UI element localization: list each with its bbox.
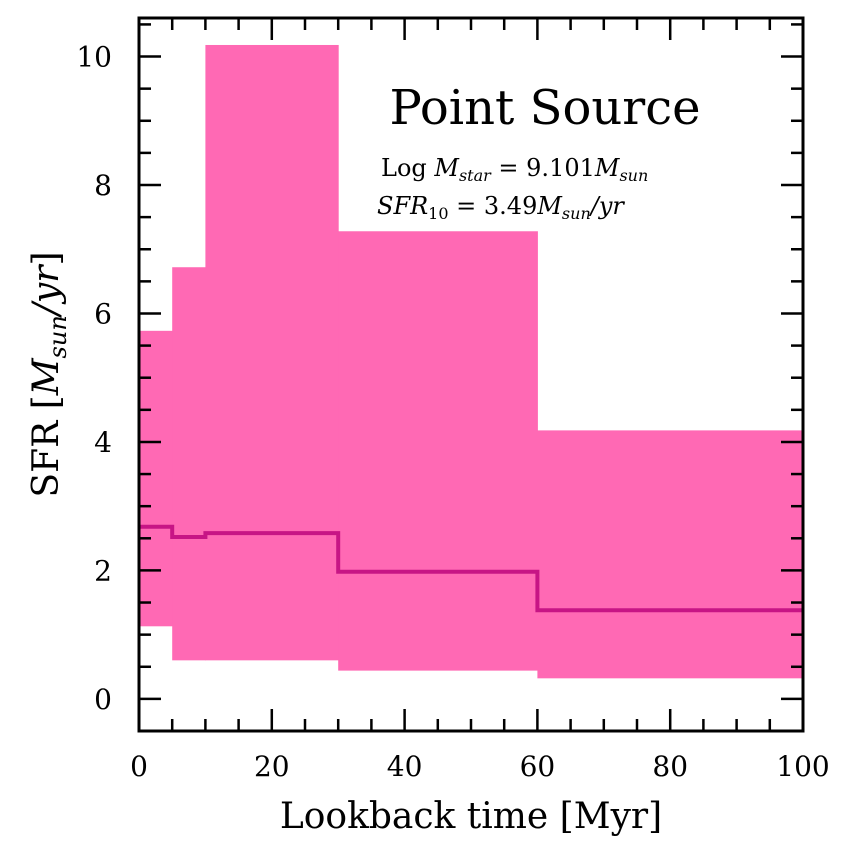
y-axis-label-part: M [26,357,67,396]
y-tick-label: 4 [94,426,112,459]
mass-subscript: star [459,166,492,185]
uncertainty-band-0 [139,330,173,627]
mass-symbol: M [433,154,460,182]
x-axis-label: Lookback time [Myr] [280,796,662,837]
y-tick-label: 6 [94,297,112,330]
mass-annotation: Log Mstar = 9.101Msun [381,154,648,185]
y-tick-label: 2 [94,554,112,587]
x-tick-label: 100 [776,750,829,783]
plot-frame [137,16,805,733]
plot-area [139,44,804,679]
median-sfr-line [139,524,803,613]
uncertainty-band-3 [338,231,538,671]
y-axis-label-part: /yr [26,264,67,318]
sfr-symbol: SFR [377,192,428,220]
uncertainty-band-1 [172,267,206,661]
sfr-unit-tail: /yr [589,192,626,220]
mass-value: = 9.101 [491,154,595,182]
y-axis-label: SFR [Msun/yr] [26,251,72,497]
sfr-unit-subscript: sun [562,204,591,223]
y-axis-label-part: sun [44,315,72,358]
mass-prefix: Log [381,154,434,182]
sfr-subscript: 10 [428,204,448,223]
y-tick-label: 0 [94,683,112,716]
x-tick-label: 80 [652,750,688,783]
mass-unit-subscript: sun [619,166,648,185]
uncertainty-band-4 [537,430,804,679]
y-tick-label: 10 [76,41,112,74]
axis-ticks [137,18,805,733]
uncertainty-band-2 [205,44,339,661]
x-tick-label: 40 [387,750,423,783]
sfr-value: = 3.49 [449,192,538,220]
y-axis-label-part: ] [26,251,67,265]
sfr-annotation: SFR10 = 3.49Msun/yr [377,192,625,223]
chart-title: Point Source [390,80,701,136]
mass-unit-symbol: M [594,154,621,182]
x-tick-label: 0 [130,750,148,783]
x-tick-label: 20 [254,750,290,783]
tick-labels: 0 20 40 60 80 100 0 2 4 6 8 10 [76,41,829,783]
x-tick-label: 60 [520,750,556,783]
y-axis-label-part: SFR [ [26,395,67,497]
y-tick-label: 8 [94,169,112,202]
sfr-unit-symbol: M [536,192,563,220]
